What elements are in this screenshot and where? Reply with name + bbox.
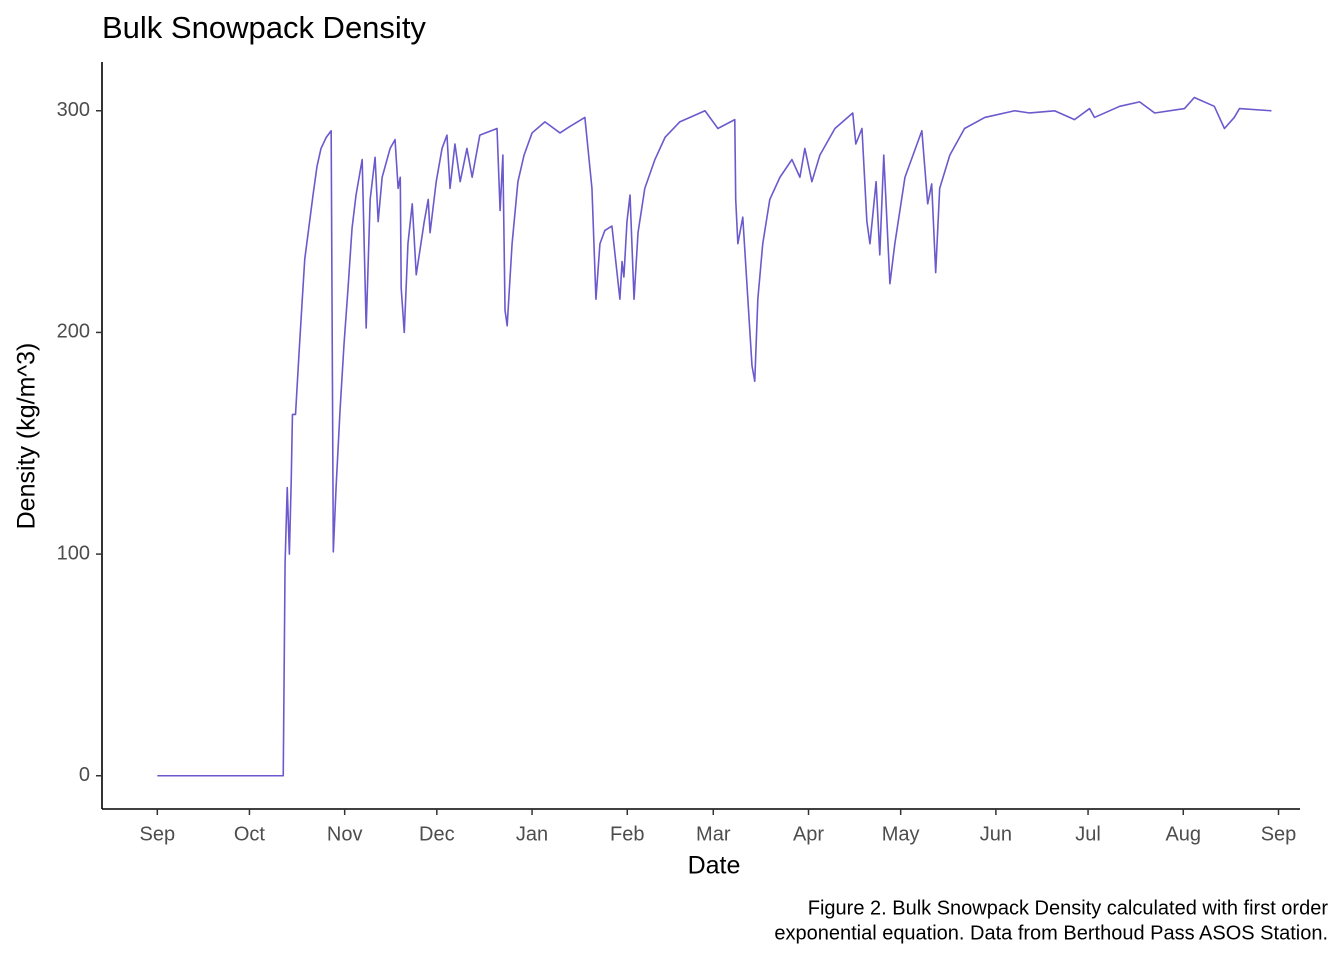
y-axis-title: Density (kg/m^3)	[13, 343, 41, 530]
x-tick-label: Mar	[696, 823, 731, 845]
x-tick-label: Dec	[419, 823, 455, 845]
y-tick-label: 200	[57, 321, 90, 343]
y-tick-label: 0	[79, 764, 90, 786]
chart-title: Bulk Snowpack Density	[102, 10, 426, 45]
x-axis-title: Date	[688, 852, 741, 880]
y-tick-label: 100	[57, 542, 90, 564]
x-tick-label: Jun	[980, 823, 1012, 845]
x-tick-label: Oct	[234, 823, 266, 845]
x-tick-label: Nov	[327, 823, 363, 845]
caption: Figure 2. Bulk Snowpack Density calculat…	[808, 897, 1329, 919]
x-tick-label: Jan	[516, 823, 548, 845]
x-tick-label: Feb	[610, 823, 644, 845]
y-tick-label: 300	[57, 99, 90, 121]
x-tick-label: Sep	[139, 823, 175, 845]
x-tick-label: Jul	[1075, 823, 1101, 845]
x-tick-label: Apr	[793, 823, 824, 845]
x-tick-label: Aug	[1165, 823, 1201, 845]
x-tick-label: May	[882, 823, 920, 845]
caption: exponential equation. Data from Berthoud…	[774, 922, 1328, 944]
data-line	[157, 96, 1272, 777]
x-tick-label: Sep	[1261, 823, 1297, 845]
